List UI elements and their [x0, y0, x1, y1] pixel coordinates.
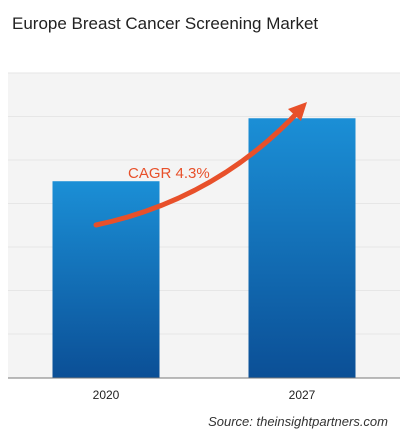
chart-title: Europe Breast Cancer Screening Market: [12, 14, 319, 33]
cagr-arrow-head: [288, 102, 307, 121]
x-tick-label-2027: 2027: [289, 388, 316, 402]
cagr-arrow-line: [93, 109, 301, 228]
x-tick-label-2020: 2020: [93, 388, 120, 402]
x-tick-labels: 2020 2027: [93, 388, 316, 402]
source-note: Source: theinsightpartners.com: [208, 414, 388, 429]
bar-2027: [248, 118, 356, 379]
cagr-label: CAGR 4.3%: [128, 165, 210, 182]
